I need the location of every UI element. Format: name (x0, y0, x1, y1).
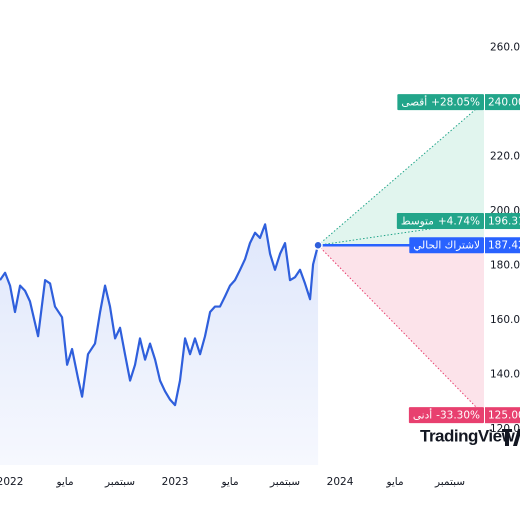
price-label: 240.00 (488, 97, 520, 109)
price-label-box (485, 213, 520, 230)
tag-box (396, 213, 484, 230)
y-tick-label: 160.00 (490, 314, 520, 326)
tag-box (409, 237, 484, 254)
price-label: 125.00 (488, 410, 520, 422)
x-tick-label: مايو (55, 476, 73, 488)
x-tick-label: مايو (220, 476, 238, 488)
price-line (0, 223, 320, 407)
price-label-box (485, 237, 520, 254)
price-area (0, 224, 319, 465)
upside-zone (318, 102, 484, 246)
target-line (317, 101, 485, 246)
tag-change: +4.74% (438, 216, 480, 228)
price-label-box (485, 407, 520, 424)
y-tick-label: 180.00 (490, 259, 520, 271)
y-tick-label: 140.00 (490, 368, 520, 380)
x-tick-label: سبتمبر (269, 476, 300, 488)
price-label: 196.31 (488, 216, 520, 228)
x-tick-label: سبتمبر (434, 476, 465, 488)
tag-name: متوسط (401, 216, 434, 228)
x-tick-label: سبتمبر (104, 476, 135, 488)
x-tick-label: 2024 (327, 476, 354, 488)
y-tick-label: 260.00 (490, 42, 520, 54)
price-label: 187.42 (488, 240, 520, 252)
tag-change: +28.05% (431, 97, 480, 109)
watermark: TradingView (420, 426, 520, 446)
x-tick-label: 2022 (0, 476, 23, 488)
y-tick-label: 220.00 (490, 151, 520, 163)
y-tick-label: 120.00 (490, 423, 520, 435)
tag-name: لاشتراك الحالي (413, 240, 480, 252)
x-tick-label: 2023 (162, 476, 189, 488)
target-line (317, 244, 485, 416)
downside-zone (318, 245, 484, 416)
tag-box (408, 407, 484, 424)
current-point (313, 240, 323, 250)
tag-change: -33.30% (436, 410, 480, 422)
tag-box (397, 94, 484, 111)
tag-name: أقصى (401, 95, 427, 109)
x-tick-label: مايو (385, 476, 403, 488)
watermark-logo (502, 429, 520, 446)
price-label-box (485, 94, 520, 111)
watermark-text: TradingView (420, 426, 516, 445)
tag-name: أدنى (413, 408, 432, 422)
